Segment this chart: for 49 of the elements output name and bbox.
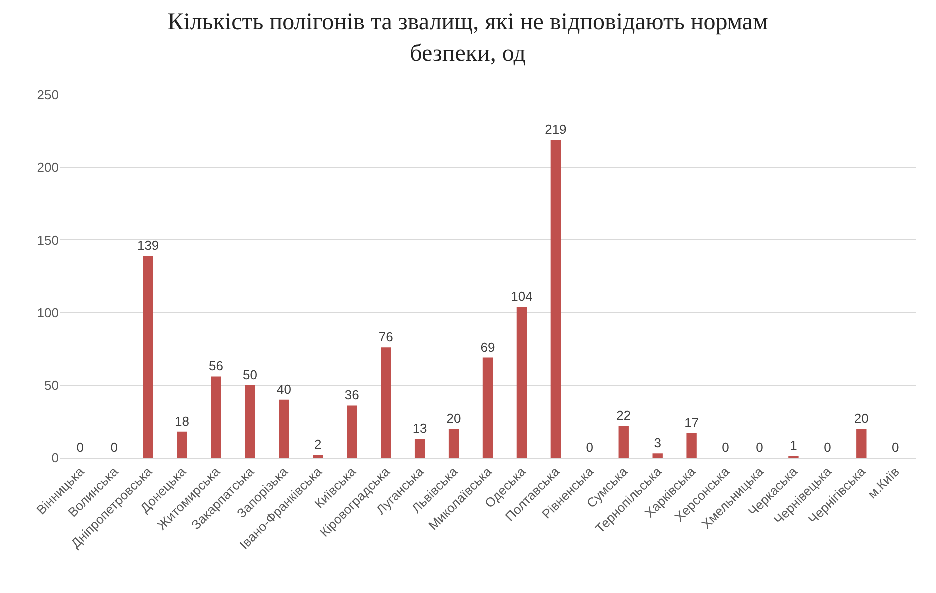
data-label: 20 <box>446 410 462 426</box>
data-label: 50 <box>242 367 258 382</box>
bar <box>652 454 663 458</box>
data-label: 76 <box>378 330 394 345</box>
data-label: 36 <box>344 388 360 403</box>
bar <box>550 140 562 458</box>
bar <box>177 432 188 458</box>
bar <box>448 428 460 458</box>
data-label: 0 <box>892 440 900 455</box>
y-tick-label: 250 <box>37 88 59 103</box>
data-label: 2 <box>314 437 322 452</box>
data-label: 17 <box>684 415 700 430</box>
bar <box>516 306 528 458</box>
bar <box>482 358 494 458</box>
y-tick-label: 0 <box>52 450 59 466</box>
data-label: 0 <box>586 440 594 455</box>
data-label: 0 <box>76 440 84 455</box>
bar <box>856 428 867 458</box>
data-label: 69 <box>480 340 496 355</box>
data-label: 40 <box>276 382 292 397</box>
bar <box>313 455 324 458</box>
data-label: 0 <box>722 440 730 455</box>
data-label: 219 <box>545 122 567 138</box>
y-tick-label: 200 <box>37 160 59 176</box>
bar <box>414 439 426 458</box>
data-label: 3 <box>654 436 662 451</box>
data-label: 0 <box>824 440 832 455</box>
data-label: 139 <box>137 238 160 254</box>
bar <box>279 400 290 458</box>
chart-title: Кількість полігонів та звалищ, які не відповідають нормам безпеки, од <box>168 10 768 67</box>
data-label: 20 <box>854 410 869 426</box>
y-tick-label: 50 <box>44 378 59 393</box>
bar <box>618 426 629 458</box>
data-label: 0 <box>756 440 764 455</box>
data-label: 104 <box>511 288 533 304</box>
data-label: 1 <box>790 438 798 453</box>
y-tick-label: 100 <box>37 305 59 320</box>
data-label: 0 <box>110 440 118 455</box>
bar <box>143 256 154 458</box>
y-tick-label: 150 <box>37 232 59 248</box>
data-label: 13 <box>412 421 428 436</box>
data-label: 22 <box>616 408 632 424</box>
data-label: 18 <box>175 414 190 429</box>
bar <box>347 406 358 458</box>
bar <box>686 433 697 458</box>
bar <box>381 348 392 458</box>
bar <box>245 385 256 458</box>
data-label: 56 <box>209 358 224 374</box>
bar <box>211 376 222 458</box>
